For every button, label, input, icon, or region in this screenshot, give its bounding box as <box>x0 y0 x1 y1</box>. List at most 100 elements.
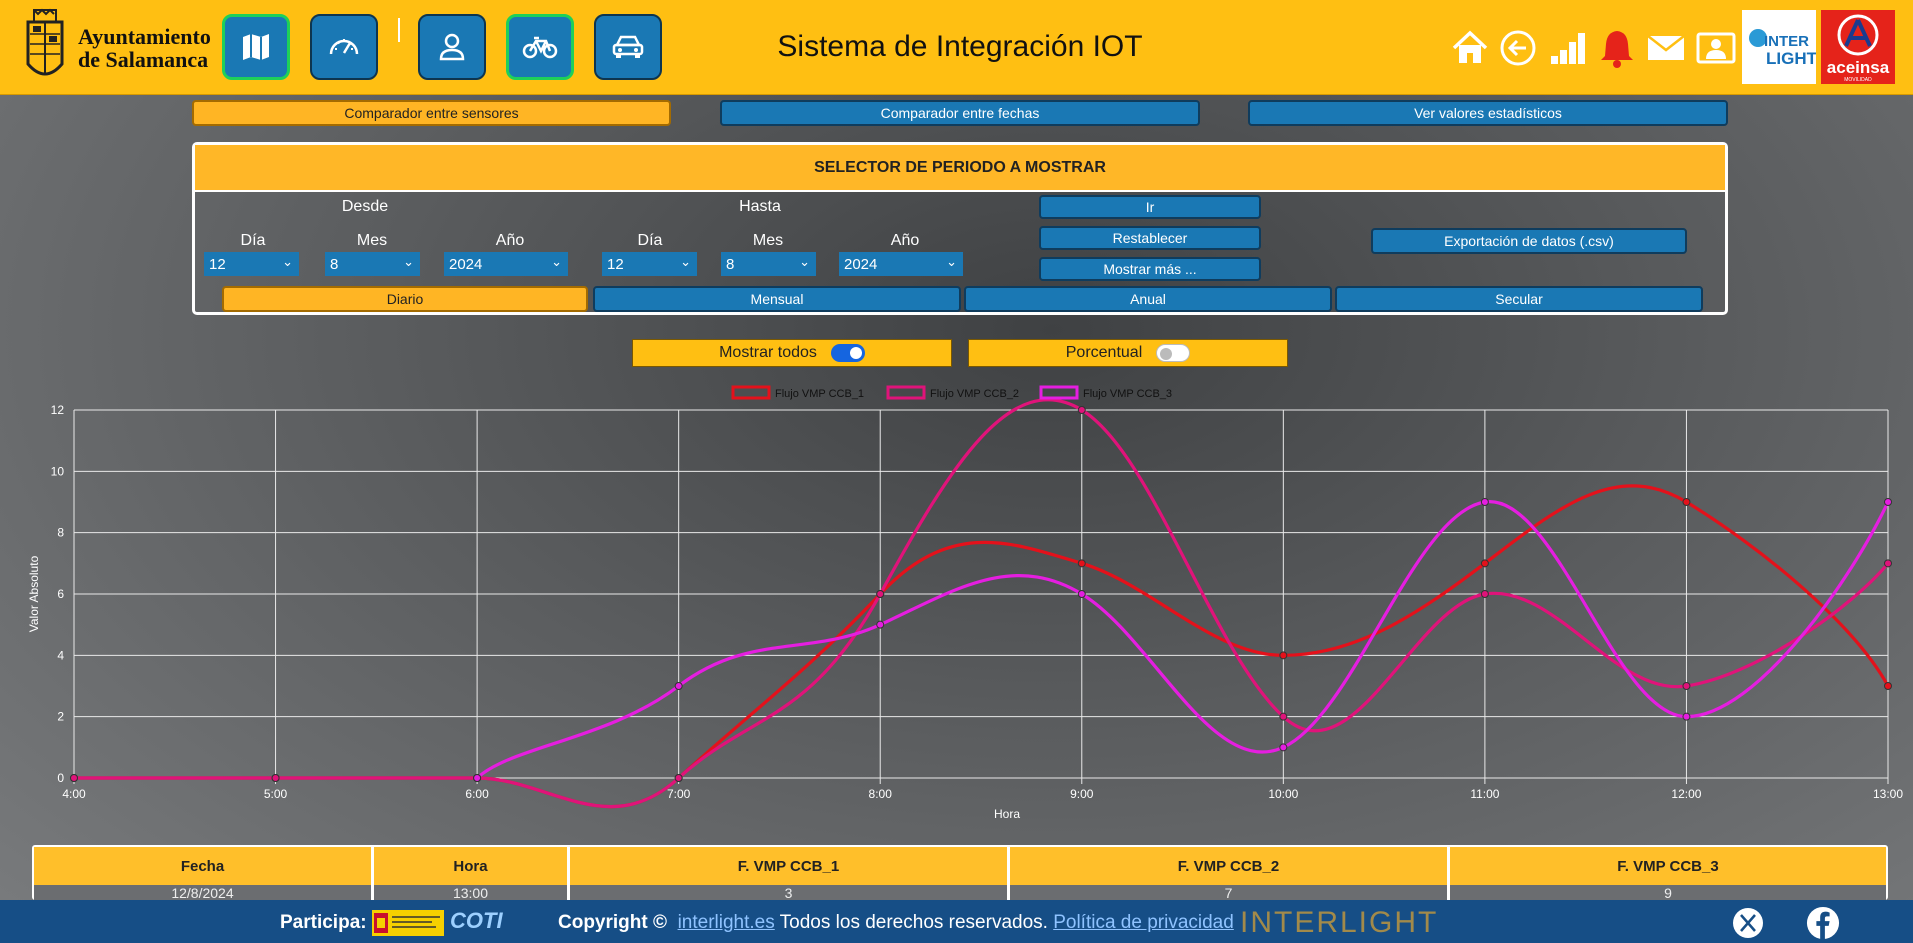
tab-comparador-fechas[interactable]: Comparador entre fechas <box>720 100 1200 126</box>
data-point-2 <box>70 774 78 782</box>
period-secular-button[interactable]: Secular <box>1335 286 1703 312</box>
y-tick-label: 4 <box>57 648 64 662</box>
hasta-dia-select[interactable]: 12 ⌄ <box>602 252 697 276</box>
hasta-anio-select[interactable]: 2024 ⌄ <box>839 252 963 276</box>
interlight-logo[interactable]: INTER LIGHT <box>1742 10 1818 84</box>
interlight-link[interactable]: interlight.es <box>677 912 775 933</box>
tab-comparador-sensores[interactable]: Comparador entre sensores <box>192 100 671 126</box>
x-axis-title: Hora <box>994 807 1020 821</box>
nav-people-button[interactable] <box>418 14 486 80</box>
desde-mes-select[interactable]: 8 ⌄ <box>325 252 420 276</box>
table-header-ccb1: F. VMP CCB_1 <box>570 847 1010 885</box>
export-csv-button[interactable]: Exportación de datos (.csv) <box>1371 228 1687 254</box>
x-tick-label: 11:00 <box>1470 787 1499 801</box>
nav-separator <box>398 18 400 42</box>
bicycle-icon <box>522 36 558 59</box>
y-tick-label: 6 <box>57 587 64 601</box>
ayuntamiento-logo[interactable]: Ayuntamiento de Salamanca <box>20 8 211 88</box>
desde-dia-value: 12 <box>209 255 226 273</box>
hasta-dia-value: 12 <box>607 255 624 273</box>
logo-line-1: Ayuntamiento <box>78 24 211 49</box>
y-tick-label: 0 <box>57 771 64 785</box>
x-tick-label: 9:00 <box>1070 787 1094 801</box>
data-point-3 <box>1480 498 1489 506</box>
legend-label-3: Flujo VMP CCB_3 <box>1083 388 1172 400</box>
contact-card-icon <box>1696 32 1736 64</box>
logo-line-2: de Salamanca <box>78 47 209 72</box>
period-anual-button[interactable]: Anual <box>964 286 1332 312</box>
desde-mes-label: Mes <box>356 232 388 249</box>
chevron-down-icon: ⌄ <box>946 254 957 269</box>
x-twitter-icon <box>1733 908 1763 938</box>
mostrar-todos-switch[interactable] <box>830 344 865 362</box>
facebook-link[interactable] <box>1806 906 1840 940</box>
tab-valores-estadisticos[interactable]: Ver valores estadísticos <box>1248 100 1728 126</box>
series-line-3 <box>476 500 1890 780</box>
porcentual-switch[interactable] <box>1156 344 1191 362</box>
interlight-footer-logo: INTERLIGHT <box>1240 906 1439 939</box>
svg-text:aceinsa: aceinsa <box>1827 58 1890 77</box>
home-icon <box>1452 30 1488 63</box>
data-point-2 <box>1279 712 1288 721</box>
series-line-1 <box>74 484 1890 809</box>
home-button[interactable] <box>1450 28 1490 68</box>
mostrar-todos-toggle[interactable]: Mostrar todos <box>632 339 952 367</box>
facebook-icon <box>1806 906 1840 940</box>
privacy-link[interactable]: Política de privacidad <box>1053 912 1234 933</box>
data-table: Fecha Hora F. VMP CCB_1 F. VMP CCB_2 F. … <box>32 845 1888 905</box>
aceinsa-logo[interactable]: aceinsa MOVILIDAD <box>1821 10 1895 84</box>
x-tick-label: 12:00 <box>1671 787 1701 801</box>
x-tick-label: 5:00 <box>264 787 288 801</box>
chevron-down-icon: ⌄ <box>551 254 562 269</box>
coti-logo: COTI <box>450 908 550 938</box>
legend-swatch-1 <box>731 385 771 400</box>
nav-dashboard-button[interactable] <box>310 14 378 80</box>
desde-anio-value: 2024 <box>449 255 483 273</box>
header-bar: Ayuntamiento de Salamanca <box>0 0 1913 95</box>
desde-dia-select[interactable]: 12 ⌄ <box>204 252 299 276</box>
twitter-link[interactable] <box>1731 906 1765 940</box>
porcentual-label: Porcentual <box>1065 344 1143 361</box>
contact-button[interactable] <box>1696 28 1736 68</box>
x-tick-label: 4:00 <box>62 787 86 801</box>
map-icon <box>243 34 269 60</box>
chevron-down-icon: ⌄ <box>799 254 810 269</box>
rights-text: Todos los derechos reservados. <box>779 912 1048 933</box>
nav-car-button[interactable] <box>594 14 662 80</box>
line-chart: 0 2 4 6 8 10 12 4:00 5:00 6:00 7:00 8:00 9:00 10:00 11… <box>27 385 1903 821</box>
mostrar-todos-label: Mostrar todos <box>719 344 817 361</box>
data-point-3 <box>473 774 482 782</box>
period-diario-button[interactable]: Diario <box>222 286 588 312</box>
ir-button[interactable]: Ir <box>1039 195 1261 219</box>
statistics-button[interactable] <box>1548 28 1588 68</box>
svg-text:INTER: INTER <box>1764 33 1809 50</box>
copyright-label: Copyright © <box>558 912 667 933</box>
data-point-2 <box>1077 406 1086 414</box>
legend-swatch-2 <box>886 385 926 400</box>
restablecer-button[interactable]: Restablecer <box>1039 226 1261 250</box>
table-header-fecha: Fecha <box>34 847 374 885</box>
desde-anio-select[interactable]: 2024 ⌄ <box>444 252 568 276</box>
svg-text:LIGHT: LIGHT <box>1766 49 1816 68</box>
mostrar-mas-button[interactable]: Mostrar más ... <box>1039 257 1261 281</box>
nav-bike-button[interactable] <box>506 14 574 80</box>
interlight-logo-icon: INTER LIGHT <box>1749 29 1818 68</box>
car-icon <box>612 35 644 58</box>
logo-text: Ayuntamiento de Salamanca <box>78 25 211 71</box>
legend-label-1: Flujo VMP CCB_1 <box>775 388 864 400</box>
hasta-label: Hasta <box>739 198 781 215</box>
notifications-button[interactable] <box>1597 28 1637 68</box>
hasta-mes-select[interactable]: 8 ⌄ <box>721 252 816 276</box>
back-button[interactable] <box>1498 28 1538 68</box>
coat-of-arms-icon <box>26 8 64 76</box>
x-tick-label: 8:00 <box>869 787 893 801</box>
data-point-2 <box>1682 682 1691 690</box>
y-tick-label: 8 <box>57 526 64 540</box>
period-mensual-button[interactable]: Mensual <box>593 286 961 312</box>
nav-map-button[interactable] <box>222 14 290 80</box>
porcentual-toggle[interactable]: Porcentual <box>968 339 1288 367</box>
data-point-2 <box>1884 559 1892 568</box>
mail-button[interactable] <box>1646 28 1686 68</box>
hasta-mes-label: Mes <box>752 232 784 249</box>
y-axis-title: Valor Absoluto <box>27 555 41 632</box>
